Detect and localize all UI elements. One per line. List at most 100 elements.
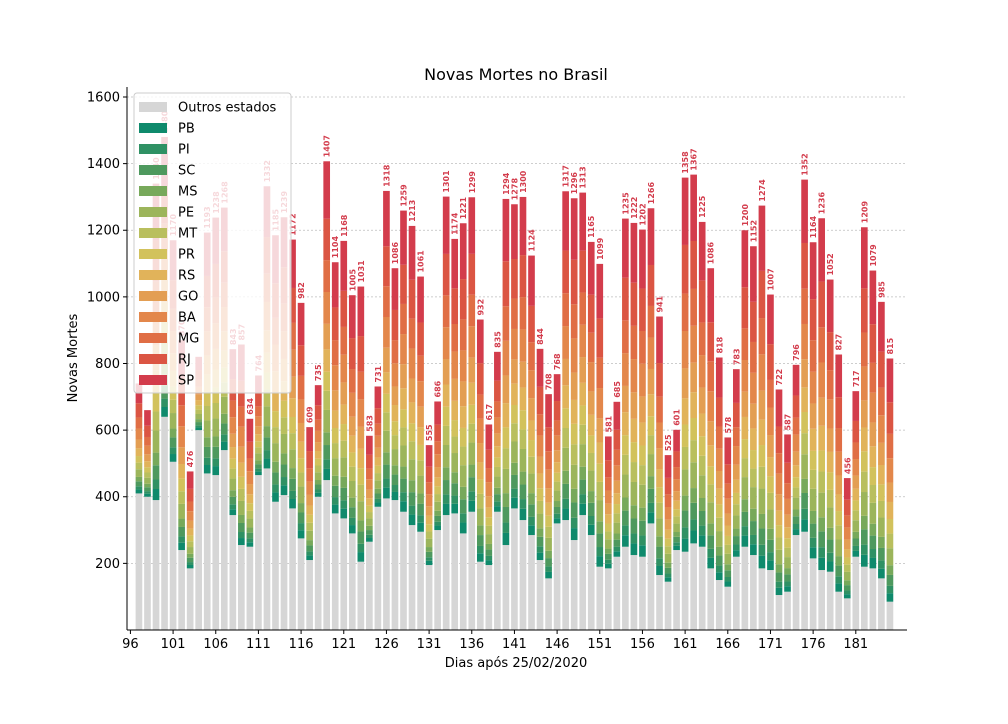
x-tick-label: 126 bbox=[374, 637, 399, 652]
bar-segment-rj bbox=[792, 395, 800, 418]
bar-segment-pr bbox=[562, 408, 569, 429]
bar-segment-pr bbox=[647, 416, 655, 436]
bar-segment-outros bbox=[750, 555, 757, 630]
bar-segment-ba bbox=[818, 362, 825, 398]
bar-segment-sp bbox=[715, 357, 723, 398]
bar-segment-pe bbox=[408, 459, 416, 481]
bar-segment-rs bbox=[656, 469, 663, 488]
bar-segment-outros bbox=[374, 506, 382, 630]
bar-segment-sp bbox=[570, 198, 578, 260]
bar-segment-ms bbox=[502, 493, 510, 507]
bar-segment-pb bbox=[161, 407, 168, 417]
bar-segment-mt bbox=[451, 436, 459, 454]
bar-segment-mt bbox=[280, 417, 288, 434]
bar-segment-pi bbox=[442, 494, 450, 504]
bar-segment-rj bbox=[579, 250, 587, 293]
bar-segment-pi bbox=[434, 521, 441, 526]
bar-segment-rj bbox=[724, 464, 732, 484]
bar-segment-rj bbox=[135, 403, 143, 418]
bar-segment-outros bbox=[434, 530, 441, 630]
bar-segment-pb bbox=[562, 508, 569, 521]
bar-segment-mg bbox=[784, 483, 791, 499]
bar-segment-outros bbox=[852, 556, 860, 630]
bar-segment-mt bbox=[366, 512, 373, 519]
bar-segment-pi bbox=[511, 488, 518, 498]
bar-segment-rs bbox=[434, 477, 441, 487]
bar-segment-go bbox=[519, 361, 527, 388]
bar-segment-ms bbox=[690, 488, 697, 503]
bar-segment-outros bbox=[220, 450, 228, 630]
bar-segment-rj bbox=[451, 288, 459, 325]
bar-value-label: 1352 bbox=[801, 153, 810, 175]
bar-segment-ms bbox=[289, 468, 296, 479]
bar-segment-pb bbox=[843, 594, 851, 599]
bar-segment-sc bbox=[528, 504, 535, 517]
bar-segment-sp bbox=[331, 262, 339, 308]
bar-segment-sc bbox=[374, 493, 382, 499]
bar-value-label: 982 bbox=[297, 282, 306, 299]
bar-segment-rs bbox=[886, 501, 894, 520]
legend-swatch bbox=[139, 102, 167, 112]
bar-segment-rs bbox=[272, 392, 279, 412]
bar-segment-sc bbox=[579, 479, 587, 495]
bar-segment-mt bbox=[570, 444, 578, 465]
bar-segment-pr bbox=[775, 525, 783, 538]
bar-segment-rs bbox=[622, 412, 629, 436]
bar-segment-ms bbox=[366, 525, 373, 531]
bar-segment-mt bbox=[186, 541, 194, 548]
bar-segment-ba bbox=[878, 415, 885, 443]
bar-segment-pe bbox=[263, 406, 271, 427]
bar-segment-rs bbox=[570, 399, 578, 424]
bar-segment-mt bbox=[792, 487, 800, 498]
bar-segment-ms bbox=[383, 452, 390, 465]
bar-segment-pb bbox=[707, 557, 715, 569]
bar-segment-ba bbox=[366, 479, 373, 490]
bar-segment-go bbox=[622, 385, 629, 413]
bar-segment-pi bbox=[587, 516, 595, 525]
bar-segment-rj bbox=[374, 408, 382, 424]
bar-segment-pr bbox=[878, 484, 885, 501]
x-tick-label: 151 bbox=[587, 637, 612, 652]
bar-segment-ba bbox=[792, 434, 800, 452]
bar-segment-ba bbox=[144, 445, 151, 455]
bar-value-label: 601 bbox=[673, 409, 682, 426]
bar-segment-ba bbox=[750, 372, 757, 404]
bar-segment-sc bbox=[212, 446, 220, 459]
bar-segment-ba bbox=[698, 355, 706, 388]
bar-segment-outros bbox=[647, 523, 655, 630]
bar-segment-pi bbox=[400, 492, 407, 502]
bar-segment-pb bbox=[878, 568, 885, 579]
bar-segment-ms bbox=[587, 491, 595, 503]
bar-segment-pb bbox=[732, 550, 740, 557]
bar-segment-pi bbox=[656, 558, 663, 566]
bar-segment-pi bbox=[724, 576, 732, 582]
bar-segment-rj bbox=[545, 427, 552, 452]
bar-segment-mg bbox=[442, 295, 450, 328]
bar-segment-rs bbox=[186, 528, 194, 536]
bar-segment-sc bbox=[673, 536, 680, 543]
bar-segment-outros bbox=[144, 496, 151, 630]
bar-segment-ba bbox=[246, 471, 254, 485]
bar-segment-sc bbox=[468, 477, 476, 492]
bar-segment-pe bbox=[596, 500, 604, 522]
bar-segment-mg bbox=[562, 293, 569, 327]
bar-segment-mt bbox=[801, 433, 808, 455]
bar-value-label: 581 bbox=[604, 415, 613, 432]
bar-segment-go bbox=[750, 403, 757, 429]
bar-segment-ba bbox=[622, 353, 629, 386]
bar-segment-pe bbox=[272, 443, 279, 462]
bar-segment-outros bbox=[502, 545, 510, 630]
bar-segment-rs bbox=[579, 382, 587, 406]
bar-segment-mt bbox=[604, 531, 612, 540]
bar-segment-pe bbox=[801, 454, 808, 479]
bar-segment-ms bbox=[169, 428, 177, 438]
bar-segment-sp bbox=[724, 437, 732, 465]
legend-swatch bbox=[139, 354, 167, 364]
bar-segment-pr bbox=[178, 478, 185, 492]
bar-segment-ba bbox=[229, 417, 237, 434]
bar-segment-pb bbox=[203, 464, 211, 474]
bar-segment-ms bbox=[622, 497, 629, 511]
bar-value-label: 685 bbox=[613, 381, 622, 398]
